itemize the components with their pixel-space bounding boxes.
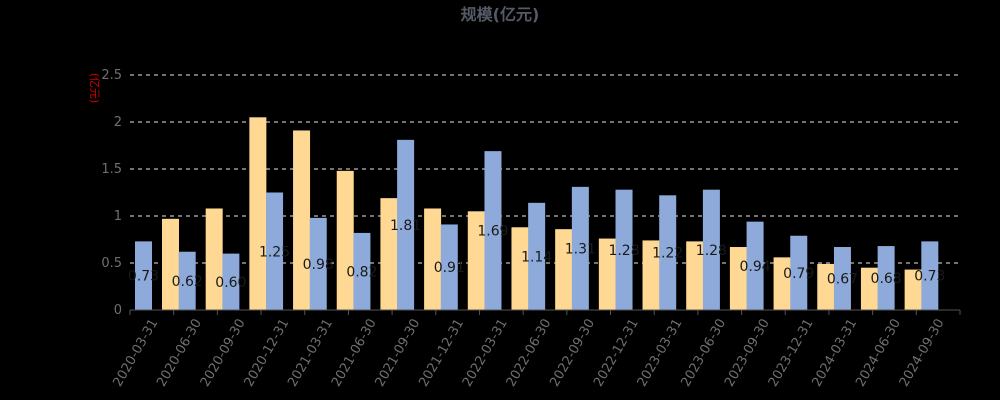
data-labels: 0.73 0.62 0.60 1.25 0.98 0.82 1.81 0.91 1.69 1.14… [128,218,945,291]
data-label: 1.69 [477,224,508,240]
bar-series-1 [353,232,371,310]
bar-series-2 [336,170,354,310]
bar-series-2 [729,247,747,310]
data-label: 0.82 [346,264,377,280]
bar-series-2 [860,267,878,310]
bar-series-1 [484,151,502,310]
x-tick-label: 2022-03-31 [460,317,511,390]
bar-series-1 [397,139,415,310]
bar-series-2 [205,208,223,310]
y-tick-label: 2 [114,115,122,130]
x-tick-label: 2023-12-31 [766,317,817,390]
bar-series-1 [222,253,240,310]
x-tick-label: 2022-12-31 [591,317,642,390]
data-label: 0.79 [783,266,814,282]
bar-series-2 [817,263,835,310]
data-label: 0.98 [303,257,334,273]
bar-series-1 [571,186,589,310]
x-tick-label: 2021-09-30 [373,317,424,390]
chart-title: 规模(亿元) [461,5,540,24]
y-tick-label: 1.5 [101,162,122,177]
x-tick-label: 2020-09-30 [198,317,249,390]
x-tick-label: 2021-03-31 [285,317,336,390]
x-tick-label: 2023-03-31 [635,317,686,390]
data-label: 0.73 [128,269,159,285]
y-tick-label: 1 [114,209,122,224]
bar-series-1 [309,217,327,310]
data-label: 0.67 [827,272,858,288]
x-tick-label: 2020-06-30 [154,317,205,390]
x-tick-label: 2022-06-30 [504,317,555,390]
data-label: 1.25 [259,244,290,260]
bar-series-1 [135,241,152,310]
x-axis-ticks: 2020-03-312020-06-302020-09-302020-12-31… [111,310,961,390]
data-label: 0.60 [215,275,246,291]
bar-series-1 [178,251,196,310]
bar-series-1 [659,195,677,310]
x-tick-label: 2020-03-31 [111,317,162,390]
bar-series-1 [746,221,764,310]
bar-series-2 [555,229,573,310]
bar-series-2 [467,211,485,310]
bar-series [135,117,939,310]
x-tick-label: 2023-09-30 [722,317,773,390]
bar-series-1 [440,224,458,310]
data-label: 1.14 [521,249,552,265]
data-label: 0.62 [172,274,203,290]
x-tick-label: 2024-03-31 [809,317,860,390]
bar-series-1 [877,246,895,310]
data-label: 1.81 [390,218,421,234]
x-tick-label: 2022-09-30 [547,317,598,390]
data-label: 1.28 [608,243,639,259]
y-tick-label: 2.5 [101,68,122,83]
bar-series-1 [790,235,808,310]
y-axis-ticks: 0 0.5 1 1.5 2 2.5 [101,68,122,318]
bar-series-2 [380,198,398,310]
data-label: 1.22 [652,246,683,262]
bar-series-2 [773,257,791,310]
bar-series-2 [511,227,529,310]
x-tick-label: 2024-06-30 [853,317,904,390]
x-tick-label: 2023-06-30 [678,317,729,390]
bar-series-2 [293,130,311,310]
data-label: 0.91 [434,260,465,276]
bar-series-1 [702,189,720,310]
bar-series-1 [266,192,284,310]
x-tick-label: 2021-06-30 [329,317,380,390]
y-axis-unit-label: (亿元) [88,73,101,104]
x-tick-label: 2021-12-31 [416,317,467,390]
bar-series-1 [615,189,633,310]
data-label: 1.31 [565,241,596,257]
bar-series-2 [249,117,267,310]
bar-series-2 [642,240,660,310]
data-label: 0.73 [914,269,945,285]
bar-series-2 [598,238,616,310]
data-label: 0.68 [871,271,902,287]
y-tick-label: 0 [114,303,122,318]
bar-series-2 [424,208,442,310]
bar-series-2 [904,269,922,310]
data-label: 1.28 [696,243,727,259]
bar-series-1 [921,241,939,310]
y-tick-label: 0.5 [101,256,122,271]
bar-series-1 [528,202,546,310]
bar-series-2 [162,218,179,310]
bar-series-2 [686,241,704,310]
x-tick-label: 2020-12-31 [242,317,293,390]
data-label: 0.94 [739,259,770,275]
bar-series-1 [833,247,851,310]
x-tick-label: 2024-09-30 [897,317,948,390]
